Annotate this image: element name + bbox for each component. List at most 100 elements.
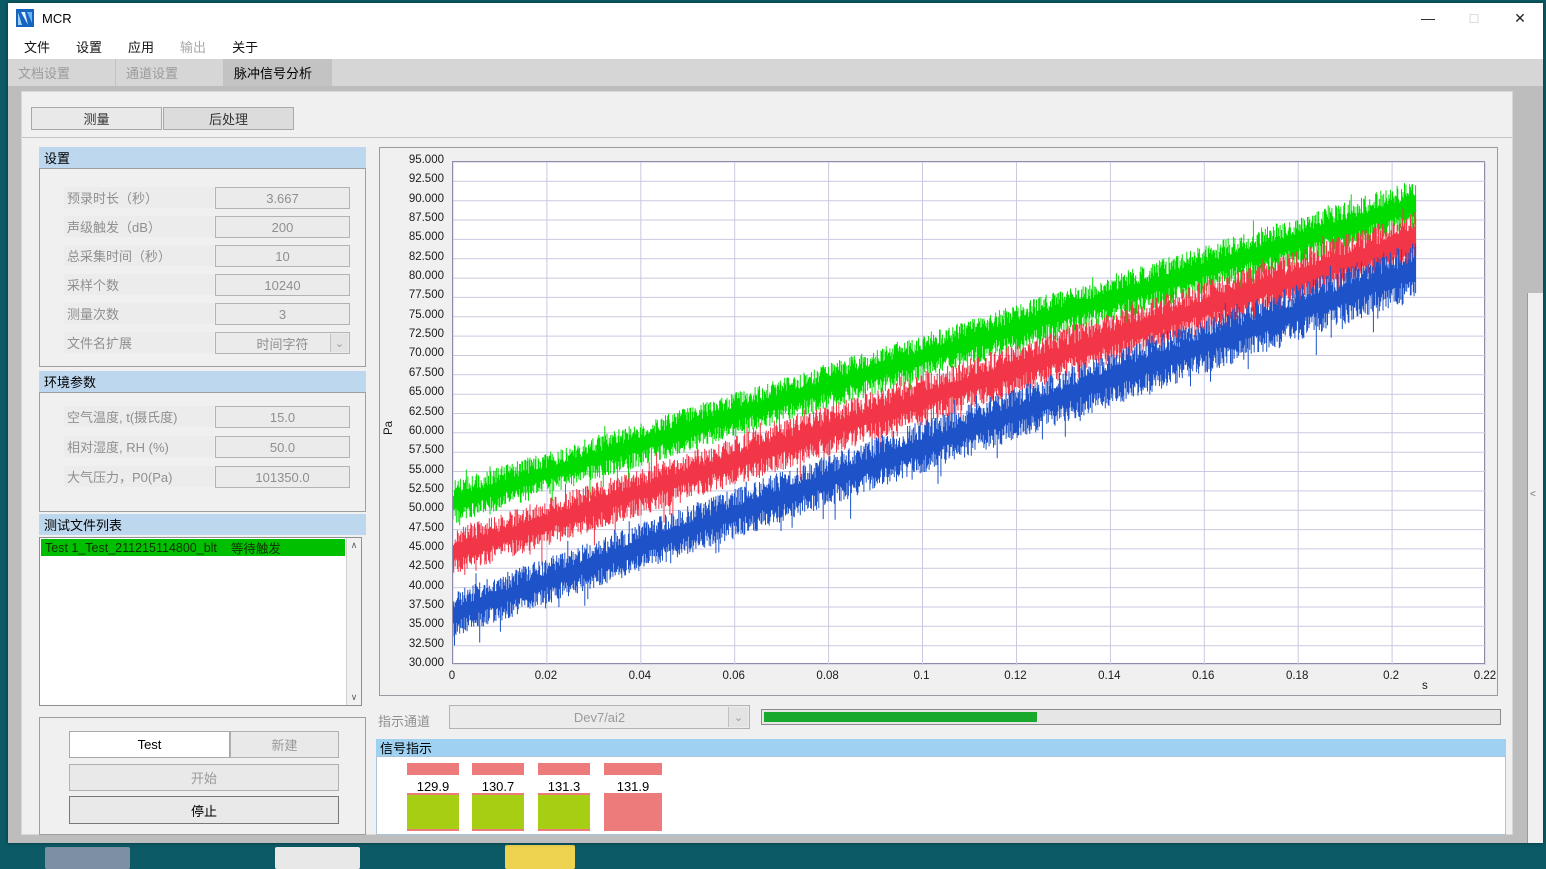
y-tick-label: 60.000 <box>408 424 444 437</box>
channel-green <box>452 183 1417 526</box>
field-label-pressure: 大气压力，P0(Pa) <box>64 466 214 487</box>
y-tick-label: 52.500 <box>408 482 444 495</box>
y-tick-label: 40.000 <box>408 579 444 592</box>
y-tick-label: 50.000 <box>408 502 444 515</box>
stop-button[interactable]: 停止 <box>69 796 339 824</box>
humidity-field[interactable]: 50.0 <box>215 436 350 458</box>
y-tick-label: 82.500 <box>408 250 444 263</box>
right-splitter[interactable]: < <box>1527 293 1543 843</box>
total-time-field[interactable]: 10 <box>215 245 350 267</box>
prerecord-duration-field[interactable]: 3.667 <box>215 187 350 209</box>
main-area: 测量 后处理 设置 预录时长（秒） 3.667 声级触发（dB） 200 总采集… <box>8 86 1543 843</box>
y-tick-label: 65.000 <box>408 386 444 399</box>
start-button[interactable]: 开始 <box>69 764 339 791</box>
y-tick-label: 87.500 <box>408 212 444 225</box>
x-tick-label: 0.08 <box>816 670 839 682</box>
filename-ext-dropdown[interactable]: 时间字符 ⌄ <box>215 332 350 354</box>
y-tick-label: 67.500 <box>408 366 444 379</box>
subtab-postprocess[interactable]: 后处理 <box>163 107 294 130</box>
signal-value: 130.7 <box>481 779 515 794</box>
chevron-down-icon[interactable]: ⌄ <box>330 334 348 352</box>
close-button[interactable]: ✕ <box>1514 9 1526 26</box>
desktop-icon-fragment[interactable] <box>505 845 575 869</box>
x-axis-label: s <box>1422 680 1428 692</box>
subtab-measure[interactable]: 测量 <box>31 107 162 130</box>
signal-indication-header: 信号指示 <box>376 739 1506 756</box>
scroll-down-icon[interactable]: ∨ <box>350 692 358 702</box>
signal-indicator: 129.9 <box>407 757 459 834</box>
menu-about[interactable]: 关于 <box>232 39 259 55</box>
y-tick-label: 35.000 <box>408 618 444 631</box>
x-tick-label: 0.2 <box>1383 670 1400 682</box>
settings-group-box: 预录时长（秒） 3.667 声级触发（dB） 200 总采集时间（秒） 10 采… <box>39 168 366 367</box>
test-name-field[interactable]: Test <box>69 731 230 758</box>
list-item[interactable]: Test 1_Test_211215114800_blt 等待触发 <box>41 539 345 556</box>
field-label-total-time: 总采集时间（秒） <box>64 245 214 266</box>
measure-count-field[interactable]: 3 <box>215 303 350 325</box>
app-logo-icon <box>16 9 34 27</box>
separator <box>22 137 1512 138</box>
minimize-button[interactable]: — <box>1421 10 1435 26</box>
y-tick-label: 42.500 <box>408 560 444 573</box>
tab-channel-settings[interactable]: 通道设置 <box>116 59 224 86</box>
field-label-sample-count: 采样个数 <box>64 274 214 295</box>
indicator-channel-dropdown[interactable]: Dev7/ai2 ⌄ <box>449 705 750 729</box>
tab-document-settings[interactable]: 文档设置 <box>8 59 116 86</box>
x-tick-label: 0.02 <box>534 670 558 682</box>
signal-indicator: 130.7 <box>472 757 524 834</box>
pressure-field[interactable]: 101350.0 <box>215 466 350 488</box>
y-tick-label: 77.500 <box>408 289 444 302</box>
file-list-header: 测试文件列表 <box>39 514 366 535</box>
menu-output[interactable]: 输出 <box>180 39 207 55</box>
signal-indicator: 131.9 <box>604 757 662 834</box>
level-trigger-field[interactable]: 200 <box>215 216 350 238</box>
window-title: MCR <box>42 10 72 26</box>
signal-top-bar <box>604 763 662 775</box>
indicator-channel-value: Dev7/ai2 <box>573 709 626 725</box>
air-temperature-field[interactable]: 15.0 <box>215 406 350 428</box>
x-tick-label: 0.12 <box>1004 670 1027 682</box>
y-tick-label: 70.000 <box>408 347 444 360</box>
chevron-down-icon[interactable]: ⌄ <box>728 707 748 727</box>
x-tick-label: 0.14 <box>1098 670 1121 682</box>
tab-pulse-signal-analysis[interactable]: 脉冲信号分析 <box>224 59 332 86</box>
x-tick-label: 0.16 <box>1192 670 1215 682</box>
y-tick-label: 55.000 <box>408 463 444 476</box>
y-tick-label: 30.000 <box>408 657 444 669</box>
y-tick-label: 92.500 <box>408 173 444 186</box>
desktop-icon-fragment[interactable] <box>45 847 130 869</box>
menu-file[interactable]: 文件 <box>24 39 51 55</box>
menu-bar: 文件 设置 应用 输出 关于 <box>8 33 1543 59</box>
y-tick-label: 62.500 <box>408 405 444 418</box>
channel-red <box>452 209 1417 575</box>
sample-count-field[interactable]: 10240 <box>215 274 350 296</box>
field-label-level-trigger: 声级触发（dB） <box>64 216 214 237</box>
filename-ext-value: 时间字符 <box>256 336 309 352</box>
menu-settings[interactable]: 设置 <box>76 39 103 55</box>
scroll-up-icon[interactable]: ∧ <box>350 540 358 550</box>
splitter-collapse-arrow[interactable]: < <box>1530 489 1536 500</box>
settings-group-header: 设置 <box>39 147 366 168</box>
signal-traces <box>452 161 1487 666</box>
environment-group-box: 空气温度, t(摄氏度) 15.0 相对湿度, RH (%) 50.0 大气压力… <box>39 392 366 512</box>
maximize-button[interactable]: □ <box>1469 10 1479 26</box>
window-controls: — □ ✕ <box>1405 3 1543 33</box>
content-panel: 测量 后处理 设置 预录时长（秒） 3.667 声级触发（dB） 200 总采集… <box>21 91 1513 835</box>
menu-apply[interactable]: 应用 <box>128 39 155 55</box>
signal-level-block <box>604 793 662 831</box>
x-tick-label: 0.04 <box>628 670 651 682</box>
file-list-scrollbar[interactable]: ∧ ∨ <box>346 538 361 705</box>
environment-group-header: 环境参数 <box>39 371 366 392</box>
file-status: 等待触发 <box>230 542 281 556</box>
new-button[interactable]: 新建 <box>230 731 339 758</box>
y-tick-label: 75.000 <box>408 308 444 321</box>
y-tick-label: 45.000 <box>408 540 444 553</box>
x-tick-label: 0.1 <box>913 670 930 682</box>
desktop-icon-fragment[interactable] <box>275 847 360 869</box>
field-label-measure-count: 测量次数 <box>64 303 214 324</box>
x-tick-label: 0.06 <box>722 670 745 682</box>
x-tick-label: 0.22 <box>1473 670 1497 682</box>
signal-top-bar <box>407 763 459 775</box>
y-tick-label: 37.500 <box>408 598 444 611</box>
